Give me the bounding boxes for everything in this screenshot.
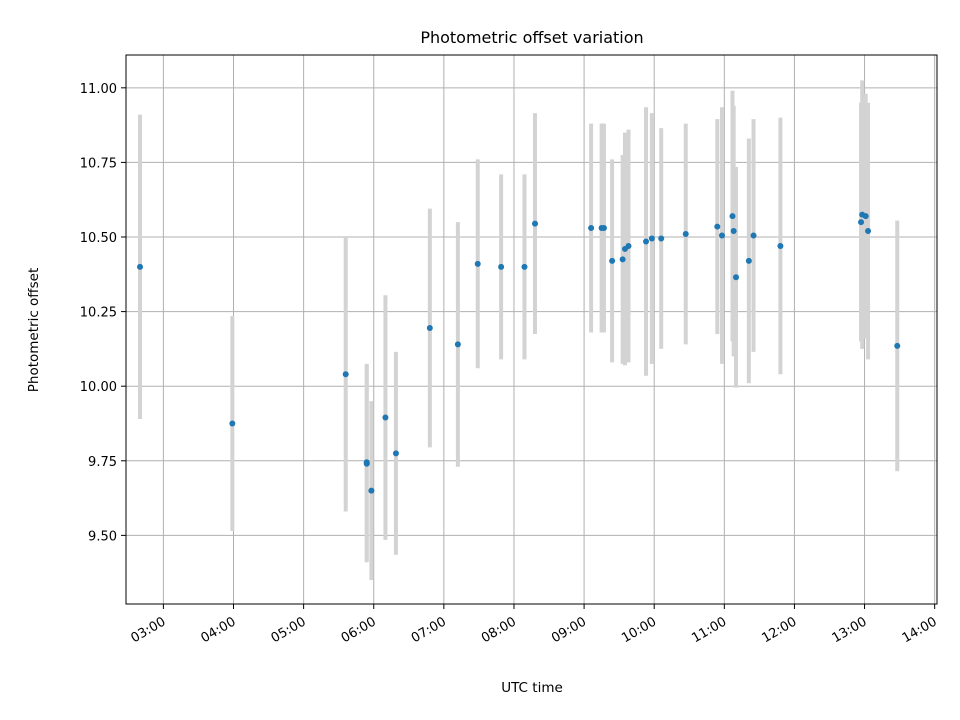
y-tick-label: 9.50 — [88, 529, 117, 544]
data-point — [609, 257, 616, 264]
x-tick-label: 14:00 — [900, 614, 940, 646]
data-point — [658, 235, 665, 242]
data-point — [858, 219, 865, 226]
x-tick-label: 13:00 — [830, 614, 870, 646]
data-point — [730, 228, 737, 235]
data-point — [454, 341, 461, 348]
data-point — [474, 260, 481, 267]
y-axis-ticks: 9.50 9.75 10.00 10.25 10.50 10.75 11.00 — [80, 82, 126, 544]
y-tick-label: 10.25 — [80, 306, 117, 321]
data-points — [137, 211, 901, 494]
x-tick-label: 10:00 — [619, 614, 659, 646]
data-point — [894, 342, 901, 349]
data-point — [532, 220, 539, 227]
data-point — [600, 225, 607, 232]
data-point — [588, 225, 595, 232]
x-tick-label: 11:00 — [689, 614, 729, 646]
chart-title: Photometric offset variation — [420, 28, 643, 47]
data-point — [498, 263, 505, 270]
data-point — [342, 371, 349, 378]
error-bars — [138, 80, 900, 581]
grid-lines — [126, 55, 937, 604]
data-point — [619, 256, 626, 263]
y-axis-label: Photometric offset — [26, 268, 42, 392]
x-tick-label: 06:00 — [339, 614, 379, 646]
data-point — [392, 450, 399, 457]
y-tick-label: 9.75 — [88, 455, 117, 470]
data-point — [229, 420, 236, 427]
plot-frame — [125, 54, 938, 605]
data-point — [733, 274, 740, 281]
x-tick-label: 05:00 — [269, 614, 309, 646]
y-tick-label: 10.75 — [80, 156, 117, 171]
y-tick-label: 11.00 — [80, 82, 117, 97]
data-point — [426, 325, 433, 332]
x-tick-label: 07:00 — [409, 614, 449, 646]
data-point — [750, 232, 757, 239]
x-axis-ticks: 03:00 04:00 05:00 06:00 07:00 08:00 09:00 10:00… — [128, 604, 940, 646]
data-point — [862, 213, 869, 220]
data-point — [745, 257, 752, 264]
x-tick-label: 08:00 — [479, 614, 519, 646]
data-point — [521, 263, 528, 270]
data-point — [682, 231, 689, 238]
data-point — [648, 235, 655, 242]
x-tick-label: 09:00 — [549, 614, 589, 646]
data-point — [777, 242, 784, 249]
data-point — [382, 414, 389, 421]
data-point — [714, 223, 721, 230]
x-axis-label: UTC time — [501, 680, 563, 696]
data-point — [625, 242, 632, 249]
data-point — [368, 487, 375, 494]
data-point — [865, 228, 872, 235]
data-point — [363, 460, 370, 467]
data-point — [718, 232, 725, 239]
x-tick-label: 04:00 — [199, 614, 239, 646]
x-tick-label: 03:00 — [128, 614, 168, 646]
y-tick-label: 10.00 — [80, 380, 117, 395]
data-point — [137, 263, 144, 270]
data-point — [729, 213, 736, 220]
data-point — [643, 238, 650, 245]
x-tick-label: 12:00 — [759, 614, 799, 646]
y-tick-label: 10.50 — [80, 231, 117, 246]
